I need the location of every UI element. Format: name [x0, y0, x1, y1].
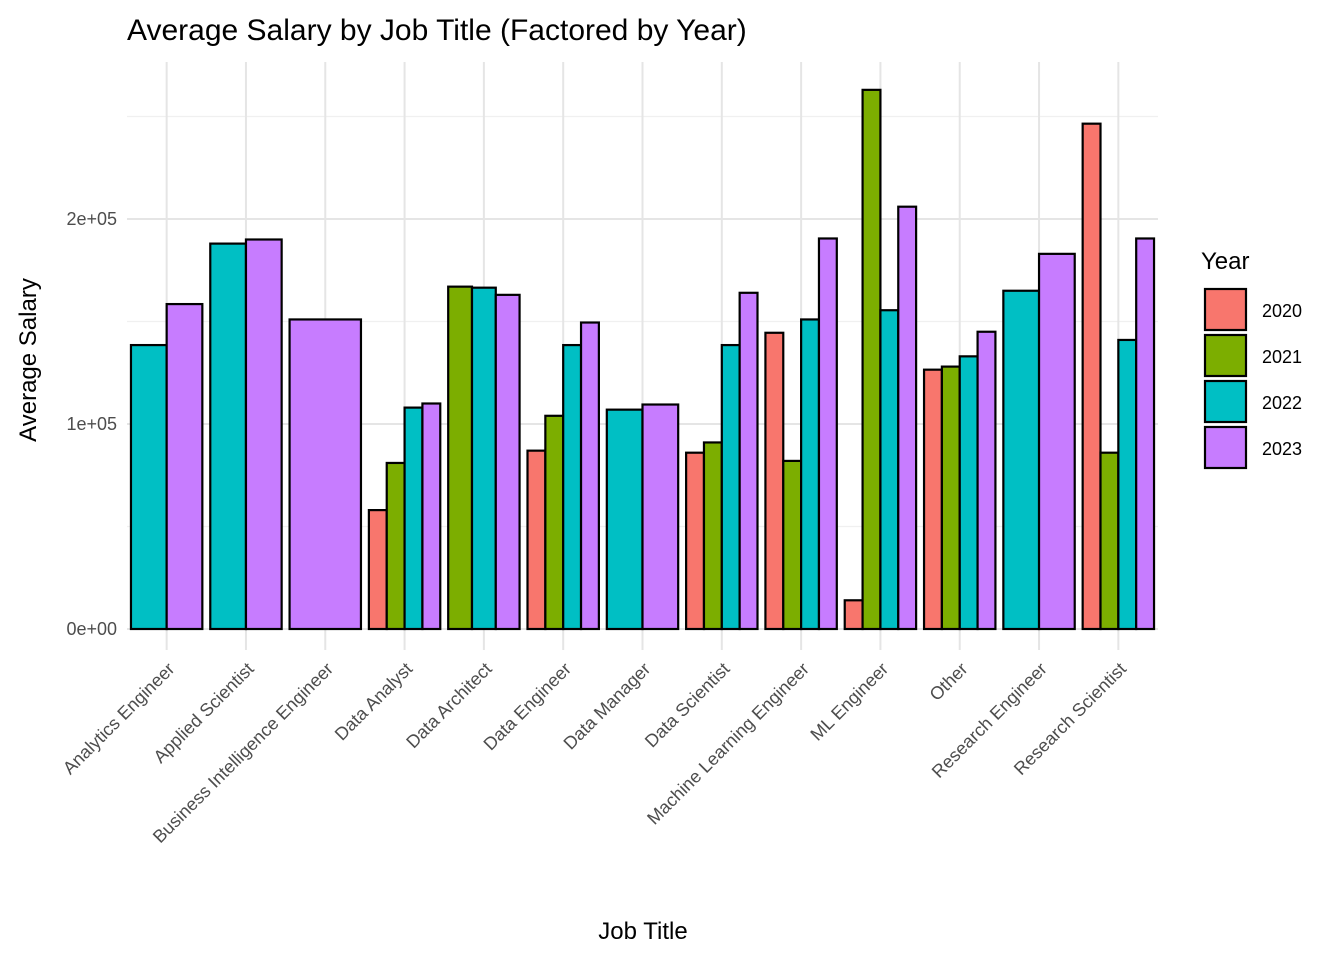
y-axis-ticks: 0e+00 1e+05 2e+05 [66, 209, 117, 639]
bar-2022-applied-scientist [209, 242, 248, 631]
bar-2022-other [958, 355, 979, 631]
bar-2022-data-engineer [562, 343, 583, 631]
bar-2020-data-analyst [367, 509, 388, 631]
legend-label: 2021 [1262, 347, 1302, 367]
legend-title: Year [1201, 248, 1250, 275]
y-tick-label: 2e+05 [66, 209, 117, 229]
bar-2022-data-architect [470, 286, 497, 631]
bar-2023-machine-learning-engineer [817, 237, 838, 631]
bars [129, 88, 1156, 631]
x-tick-label: Data Analyst [331, 659, 417, 745]
bar-2021-data-engineer [544, 414, 565, 631]
legend-label: 2020 [1262, 301, 1302, 321]
bar-2020-machine-learning-engineer [764, 331, 785, 631]
bar-2022-research-engineer [1002, 289, 1041, 631]
bar-2021-data-scientist [702, 441, 723, 631]
legend-swatch [1203, 425, 1248, 470]
bar-2023-ml-engineer [897, 205, 918, 631]
bar-2022-data-analyst [403, 406, 424, 631]
bar-2022-ml-engineer [879, 309, 900, 631]
x-tick-label: Machine Learning Engineer [643, 659, 813, 829]
bar-2022-data-scientist [720, 343, 741, 631]
legend-swatch [1203, 379, 1248, 424]
legend-swatch [1203, 287, 1248, 332]
chart-title: Average Salary by Job Title (Factored by… [127, 14, 747, 47]
bar-2021-ml-engineer [861, 88, 882, 631]
x-tick-label: Other [926, 659, 972, 705]
bar-2021-research-scientist [1099, 451, 1120, 631]
bar-2020-other [922, 368, 943, 631]
bar-2023-research-scientist [1135, 237, 1156, 631]
bar-2020-data-scientist [685, 451, 706, 631]
bar-2020-data-engineer [526, 449, 547, 631]
legend-label: 2022 [1262, 393, 1302, 413]
x-tick-label: ML Engineer [806, 659, 892, 745]
bar-2022-analytics-engineer [129, 343, 168, 631]
legend-items: 2020 2021 2022 2023 [1203, 287, 1302, 470]
bar-2023-data-scientist [738, 291, 759, 631]
bar-2020-ml-engineer [843, 599, 864, 631]
bar-2023-business-intelligence-engineer [288, 318, 363, 631]
y-tick-label: 0e+00 [66, 619, 117, 639]
bar-2023-data-manager [641, 403, 680, 631]
bar-2023-data-engineer [579, 321, 600, 631]
bar-2021-data-architect [447, 285, 474, 631]
bar-2023-other [976, 330, 997, 631]
bar-2023-applied-scientist [244, 238, 283, 631]
bar-2021-machine-learning-engineer [782, 459, 803, 631]
bar-2023-research-engineer [1037, 252, 1076, 631]
bar-2022-research-scientist [1117, 338, 1138, 631]
bar-2023-analytics-engineer [165, 302, 204, 631]
bar-2022-machine-learning-engineer [800, 318, 821, 631]
bar-2021-data-analyst [385, 461, 406, 631]
bar-2023-data-architect [494, 293, 521, 631]
x-axis-title: Job Title [598, 918, 687, 945]
legend: Year 2020 2021 2022 2023 [1201, 248, 1302, 470]
bar-2021-other [940, 365, 961, 631]
y-tick-label: 1e+05 [66, 414, 117, 434]
bar-2022-data-manager [605, 408, 644, 631]
legend-swatch [1203, 333, 1248, 378]
legend-label: 2023 [1262, 439, 1302, 459]
bar-2020-research-scientist [1081, 122, 1102, 631]
bar-2023-data-analyst [421, 402, 442, 631]
y-axis-title: Average Salary [15, 278, 42, 442]
